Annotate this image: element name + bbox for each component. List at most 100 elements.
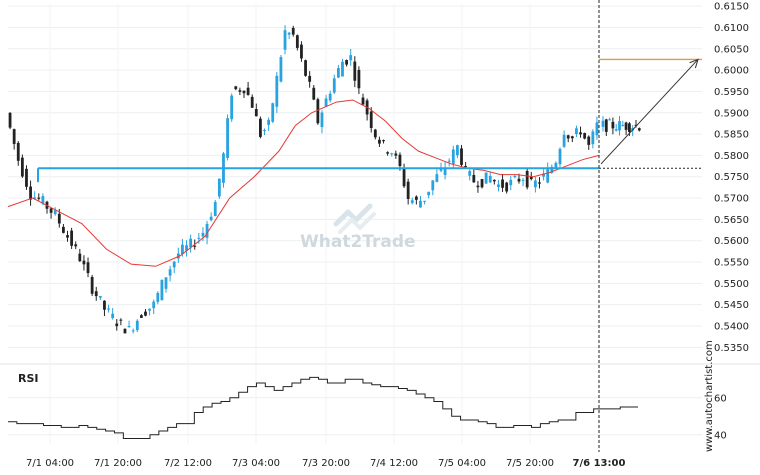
time-axis: 7/1 04:00 7/1 20:00 7/2 12:00 7/3 04:00 7/3 … (26, 458, 626, 469)
price-tick-label: 0.5950 (714, 87, 749, 98)
candle-body (234, 86, 238, 90)
candle-body (439, 168, 443, 171)
candle-body (62, 226, 65, 233)
candle-body (595, 122, 599, 136)
candle-body (94, 291, 98, 297)
time-tick-label: 7/1 04:00 (26, 458, 74, 469)
candle-body (336, 68, 340, 78)
candle-body (386, 152, 390, 154)
breakout-arrow-shaft (600, 59, 699, 165)
candle-body (341, 61, 344, 77)
candle-body (263, 129, 266, 132)
candle-body (575, 128, 578, 134)
candle-body (98, 296, 102, 298)
price-tick-label: 0.5550 (714, 258, 749, 269)
candle-body (550, 166, 554, 173)
candle-body (275, 75, 279, 107)
candle-body (521, 179, 525, 181)
price-tick-label: 0.5350 (714, 343, 749, 354)
candle-body (168, 269, 172, 276)
rsi-title: RSI (18, 372, 39, 385)
price-tick-label: 0.5800 (714, 151, 749, 162)
price-tick-label: 0.6150 (714, 2, 749, 13)
candle-body (443, 167, 447, 176)
candle-body (41, 196, 45, 204)
candle-body (8, 112, 12, 128)
watermark-text: What2Trade (300, 232, 416, 252)
time-tick-label: 7/5 20:00 (506, 458, 554, 469)
candle-body (131, 330, 135, 332)
candle-body (410, 200, 414, 204)
candle-body (390, 153, 394, 155)
candle-body (634, 124, 638, 126)
rsi-axis: 60 40 (714, 393, 727, 441)
candle-body (533, 180, 537, 188)
time-tick-label: 7/3 04:00 (232, 458, 280, 469)
price-tick-label: 0.6050 (714, 44, 749, 55)
candle-body (628, 123, 631, 132)
source-text: www.autochartist.com (704, 340, 715, 452)
price-grid (0, 4, 760, 444)
candle-body (353, 61, 357, 81)
candle-body (456, 145, 459, 156)
price-tick-label: 0.5750 (714, 172, 749, 183)
candle-body (217, 178, 221, 197)
candle-body (427, 191, 431, 196)
candle-body (86, 262, 90, 274)
candle-body (33, 197, 37, 199)
candle-body (300, 44, 303, 59)
candle-body (431, 180, 435, 191)
candle-body (70, 230, 74, 246)
candle-body (139, 315, 143, 318)
candle-body (279, 57, 283, 82)
candle-body (287, 32, 291, 35)
candle-body (488, 175, 492, 183)
chart-overlays (7, 0, 702, 452)
candle-body (583, 133, 587, 139)
price-axis: 0.6150 0.6100 0.6050 0.6000 0.5950 0.5900 0.58… (714, 2, 749, 354)
candle-body (492, 179, 496, 182)
candle-body (160, 279, 164, 301)
candle-body (624, 122, 628, 130)
candle-body (201, 232, 205, 237)
candle-body (414, 196, 418, 200)
candle-body (419, 200, 422, 208)
price-tick-label: 0.6100 (714, 23, 749, 34)
candle-body (621, 125, 625, 127)
candle-body (185, 245, 188, 251)
candle-body (570, 136, 574, 139)
price-tick-label: 0.5900 (714, 108, 749, 119)
candle-body (53, 210, 57, 215)
candle-body (90, 276, 94, 294)
candle-body (103, 300, 106, 310)
candle-body (324, 98, 328, 107)
candle-body (332, 78, 336, 93)
candle-body (398, 154, 402, 167)
candle-body (189, 238, 193, 248)
candle-body (447, 160, 451, 162)
candle-body (476, 185, 480, 188)
candle-body (328, 93, 332, 101)
price-tick-label: 0.5600 (714, 236, 749, 247)
candle-body (164, 277, 168, 289)
time-tick-label: 7/1 20:00 (94, 458, 142, 469)
candle-body (509, 179, 513, 186)
candle-body (402, 168, 406, 187)
candle-body (546, 168, 550, 183)
candle-body (213, 201, 217, 217)
time-tick-label: 7/2 12:00 (164, 458, 212, 469)
candle-body (614, 129, 618, 131)
candle-body (57, 213, 61, 224)
candle-body (529, 176, 533, 180)
candle-body (517, 178, 521, 182)
candle-body (608, 119, 611, 121)
candle-body (267, 119, 271, 125)
candle-body (16, 142, 20, 161)
price-tick-label: 0.5850 (714, 130, 749, 141)
candle-body (304, 60, 307, 76)
candle-body (378, 139, 381, 144)
rsi-tick-label: 60 (714, 393, 727, 404)
candle-body (361, 97, 365, 105)
candle-body (291, 27, 295, 35)
time-tick-label: 7/6 13:00 (573, 458, 626, 469)
